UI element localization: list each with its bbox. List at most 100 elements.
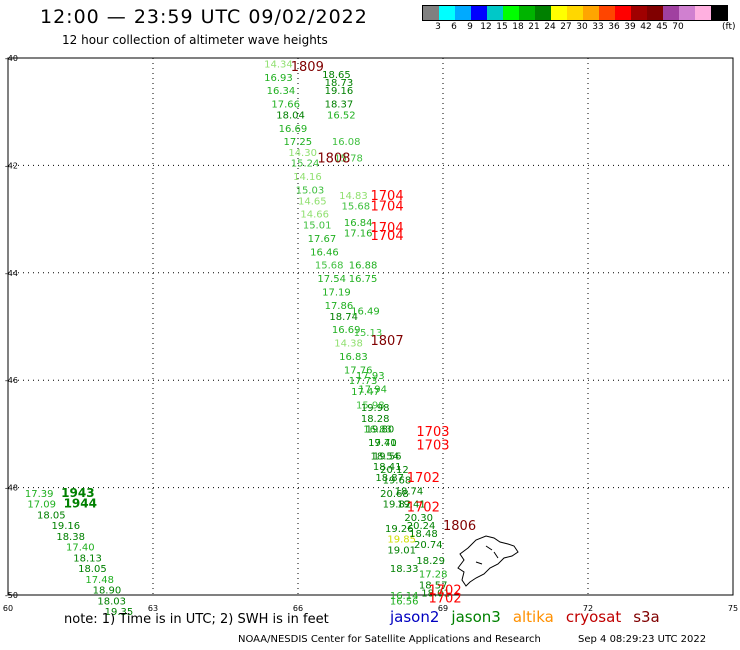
map-grid xyxy=(7,57,734,596)
wave-height-value: 20.74 xyxy=(414,540,443,551)
wave-height-value: 18.57 xyxy=(419,580,448,591)
color-swatch xyxy=(695,6,711,20)
wave-height-value: 17.39 xyxy=(25,489,54,500)
pass-time-label: 1704 xyxy=(371,229,404,244)
wave-height-value: 15.01 xyxy=(303,220,332,231)
wave-height-value: 16.08 xyxy=(332,137,361,148)
pass-time-label: 1703 xyxy=(416,425,449,440)
wave-height-value: 16.93 xyxy=(264,73,293,84)
color-swatch xyxy=(647,6,663,20)
wave-height-value: 18.05 xyxy=(37,510,66,521)
wave-height-value: 14.66 xyxy=(300,210,329,221)
wave-height-value: 15.24 xyxy=(291,159,320,170)
color-scale-label: 70 xyxy=(672,22,684,32)
pass-time-label: 1702 xyxy=(407,500,440,515)
latitude-label: -44 xyxy=(5,269,18,278)
pass-time-label: 1702 xyxy=(407,471,440,486)
color-swatch xyxy=(679,6,695,20)
wave-height-value: 19.40 xyxy=(368,438,397,449)
longitude-label: 63 xyxy=(148,604,158,613)
wave-height-value: 18.33 xyxy=(390,564,419,575)
wave-height-value: 18.01 xyxy=(421,588,450,599)
wave-height-value: 18.05 xyxy=(78,564,107,575)
longitude-label: 60 xyxy=(3,604,13,613)
wave-height-value: 19.68 xyxy=(383,476,412,487)
wave-height-value: 19.41 xyxy=(397,500,426,511)
wave-height-value: 20.68 xyxy=(380,489,409,500)
pass-time-label: 1807 xyxy=(371,334,404,349)
satellite-s3a: s3a xyxy=(633,608,660,626)
pass-time-label: 1702 xyxy=(429,592,462,607)
wave-height-value: 18.29 xyxy=(416,556,445,567)
wave-height-value: 16.69 xyxy=(279,124,308,135)
wave-height-value: 14.83 xyxy=(339,191,368,202)
wave-height-value: 14.34 xyxy=(264,59,293,70)
wave-height-value: 16.84 xyxy=(344,218,373,229)
wave-height-value: 20.24 xyxy=(407,521,436,532)
wave-height-value: 20.30 xyxy=(404,513,433,524)
wave-height-value: 17.19 xyxy=(322,288,351,299)
color-scale-label: 9 xyxy=(467,22,473,32)
wave-height-value: 19.85 xyxy=(387,535,416,546)
wave-height-value: 17.40 xyxy=(66,543,95,554)
color-scale-label: 36 xyxy=(608,22,620,32)
kerguelen-island-outline xyxy=(457,535,519,587)
wave-height-value: 14.65 xyxy=(298,196,327,207)
wave-height-value: 16.69 xyxy=(332,325,361,336)
wave-height-value: 18.54 xyxy=(371,451,400,462)
wave-height-value: 19.01 xyxy=(387,545,416,556)
wave-height-value: 17.09 xyxy=(27,500,56,511)
axis-labels: -40 -42 -44 -46 -48 -50 60 63 66 69 72 75 xyxy=(3,54,738,613)
color-scale-label: 12 xyxy=(480,22,492,32)
pass-time-label: 1703 xyxy=(416,439,449,454)
wave-height-value: 17.47 xyxy=(351,387,380,398)
note-text: note: 1) Time is in UTC; 2) SWH is in fe… xyxy=(64,612,329,627)
wave-height-value: 15.78 xyxy=(334,153,363,164)
color-swatch xyxy=(631,6,647,20)
color-scale-label: 27 xyxy=(560,22,572,32)
color-scale-label: 3 xyxy=(435,22,441,32)
wave-height-value: 18.04 xyxy=(276,110,305,121)
wave-height-value: 18.38 xyxy=(56,532,85,543)
wave-height-value: 14.30 xyxy=(288,148,317,159)
wave-height-value: 1944 xyxy=(64,497,97,511)
color-scale-label: 33 xyxy=(592,22,604,32)
longitude-label: 75 xyxy=(728,604,738,613)
wave-height-value: 18.48 xyxy=(409,529,438,540)
color-swatch xyxy=(551,6,567,20)
wave-height-value: 15.13 xyxy=(354,328,383,339)
wave-height-value: 19.16 xyxy=(325,86,354,97)
generation-timestamp: Sep 4 08:29:23 UTC 2022 xyxy=(578,634,707,645)
wave-height-value: 15.98 xyxy=(356,400,385,411)
color-swatch xyxy=(663,6,679,20)
wave-height-value: 18.74 xyxy=(395,486,424,497)
wave-height-value: 17.76 xyxy=(344,365,373,376)
color-swatch xyxy=(503,6,519,20)
wave-height-value: 17.66 xyxy=(271,100,300,111)
pass-time-label: 1704 xyxy=(371,221,404,236)
color-swatch xyxy=(711,6,727,20)
wave-height-value: 16.88 xyxy=(349,261,378,272)
wave-height-value: 18.87 xyxy=(375,473,404,484)
wave-height-value: 16.14 xyxy=(390,591,419,602)
wave-height-value: 17.93 xyxy=(356,371,385,382)
color-scale-label: 42 xyxy=(640,22,652,32)
wave-height-value: 15.68 xyxy=(315,261,344,272)
wave-height-value: 16.56 xyxy=(390,596,419,607)
wave-height-value: 17.67 xyxy=(308,234,337,245)
wave-height-value: 18.03 xyxy=(97,596,126,607)
color-scale-label: 6 xyxy=(451,22,457,32)
color-scale-label: 30 xyxy=(576,22,588,32)
wave-height-value: 16.46 xyxy=(310,247,339,258)
color-swatch xyxy=(439,6,455,20)
map-subtitle: 12 hour collection of altimeter wave hei… xyxy=(62,33,328,47)
pass-time-label: 1704 xyxy=(371,200,404,215)
pass-time-label: 1704 xyxy=(371,189,404,204)
color-swatch xyxy=(455,6,471,20)
latitude-label: -48 xyxy=(5,484,18,493)
wave-height-value: 1943 xyxy=(61,486,94,500)
latitude-label: -42 xyxy=(5,161,18,170)
wave-height-value: 18.65 xyxy=(322,70,351,81)
